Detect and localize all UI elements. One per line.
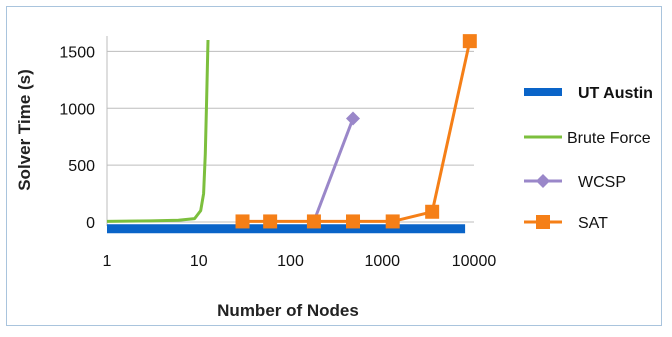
legend-item-ut-austin: UT Austin [524, 85, 653, 102]
legend-label: WCSP [578, 174, 626, 191]
x-tick-label: 10000 [452, 253, 497, 270]
data-point [385, 214, 400, 229]
x-axis-title: Number of Nodes [217, 301, 359, 320]
legend-marker [536, 174, 550, 188]
data-point [263, 214, 278, 229]
data-point [346, 214, 361, 229]
series-brute-force [106, 39, 210, 223]
series-wcsp [306, 111, 361, 229]
x-axis-ticks: 1 10 100 1000 10000 [103, 253, 497, 270]
legend-marker [536, 215, 550, 229]
series-layer [106, 34, 477, 234]
y-tick-label: 500 [68, 158, 95, 175]
y-tick-label: 1000 [59, 101, 95, 118]
legend: UT Austin Brute Force WCSP SAT [524, 85, 653, 232]
data-point [425, 204, 440, 219]
gridlines [106, 36, 474, 226]
x-tick-label: 1000 [364, 253, 400, 270]
y-tick-label: 0 [86, 215, 95, 232]
legend-item-sat: SAT [524, 215, 608, 232]
x-tick-label: 100 [277, 253, 304, 270]
data-point [346, 111, 361, 126]
series-sat [235, 34, 477, 229]
series-line-brute-force [106, 39, 210, 223]
x-tick-label: 1 [103, 253, 112, 270]
series-line-wcsp [312, 117, 355, 222]
y-axis-ticks: 0 500 1000 1500 [59, 44, 95, 232]
y-tick-label: 1500 [59, 44, 95, 61]
data-point [462, 34, 477, 49]
legend-label: Brute Force [567, 130, 651, 147]
x-tick-label: 10 [190, 253, 208, 270]
legend-label: UT Austin [578, 85, 653, 102]
data-point [306, 214, 321, 229]
legend-item-wcsp: WCSP [524, 174, 626, 191]
data-point [235, 214, 250, 229]
legend-item-brute-force: Brute Force [524, 130, 651, 147]
y-axis-title: Solver Time (s) [15, 69, 34, 191]
legend-label: SAT [578, 215, 608, 232]
series-line-sat [242, 40, 472, 223]
